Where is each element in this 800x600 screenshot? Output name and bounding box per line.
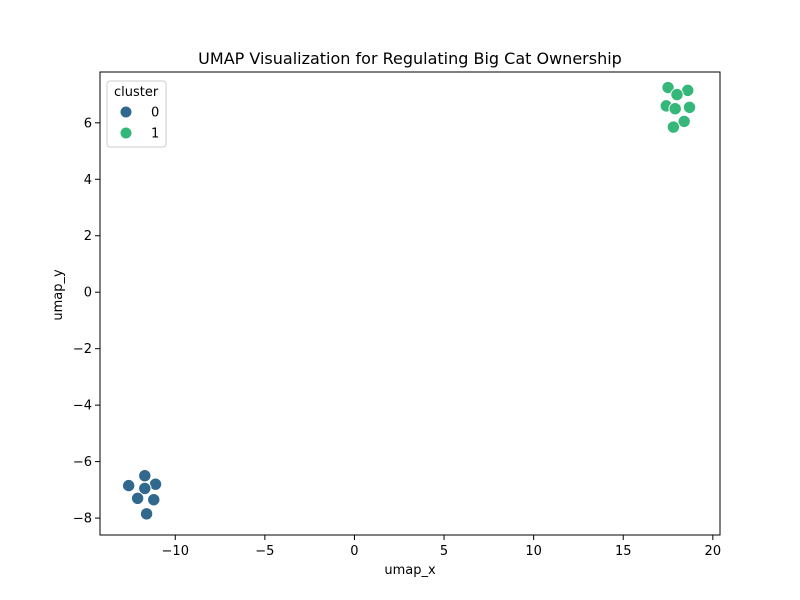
data-point xyxy=(682,100,697,114)
y-axis-label: umap_y xyxy=(51,269,66,321)
data-point xyxy=(138,481,152,496)
x-tick-label: 0 xyxy=(350,544,358,559)
data-point xyxy=(668,102,682,116)
data-point xyxy=(677,114,691,129)
data-point xyxy=(130,491,145,505)
data-point xyxy=(147,493,161,507)
y-tick-label: −6 xyxy=(73,455,92,470)
legend-label-0: 0 xyxy=(151,106,159,121)
y-axis: −8 −6 −4 −2 0 2 4 6 xyxy=(73,116,100,527)
data-point xyxy=(670,87,684,102)
x-tick-label: 15 xyxy=(615,544,632,559)
legend-title: cluster xyxy=(114,85,159,100)
x-tick-label: −5 xyxy=(255,544,274,559)
legend: cluster 0 1 xyxy=(106,80,167,148)
x-axis-label: umap_x xyxy=(384,563,436,578)
data-point xyxy=(139,507,154,521)
data-point xyxy=(121,478,136,493)
data-point xyxy=(138,469,152,483)
x-tick-label: 5 xyxy=(440,544,448,559)
axes-frame xyxy=(99,71,721,536)
legend-label-1: 1 xyxy=(151,127,159,142)
x-tick-label: 10 xyxy=(525,544,542,559)
x-tick-label: 20 xyxy=(705,544,722,559)
legend-marker-0 xyxy=(119,105,133,119)
plot-area xyxy=(121,80,697,521)
series-cluster-1 xyxy=(659,80,697,134)
data-point xyxy=(661,80,675,95)
y-tick-label: 4 xyxy=(84,173,92,188)
x-axis: −10 −5 0 5 10 15 20 xyxy=(162,535,722,559)
x-tick-label: −10 xyxy=(162,544,189,559)
chart-title: UMAP Visualization for Regulating Big Ca… xyxy=(198,49,622,68)
y-tick-label: 2 xyxy=(84,229,92,244)
y-tick-label: −2 xyxy=(73,342,92,357)
y-tick-label: 6 xyxy=(84,116,92,131)
data-point xyxy=(666,120,681,134)
y-tick-label: −4 xyxy=(73,399,92,414)
legend-marker-1 xyxy=(119,126,133,140)
series-cluster-0 xyxy=(121,469,163,521)
y-tick-label: −8 xyxy=(73,512,92,527)
y-tick-label: 0 xyxy=(84,286,92,301)
